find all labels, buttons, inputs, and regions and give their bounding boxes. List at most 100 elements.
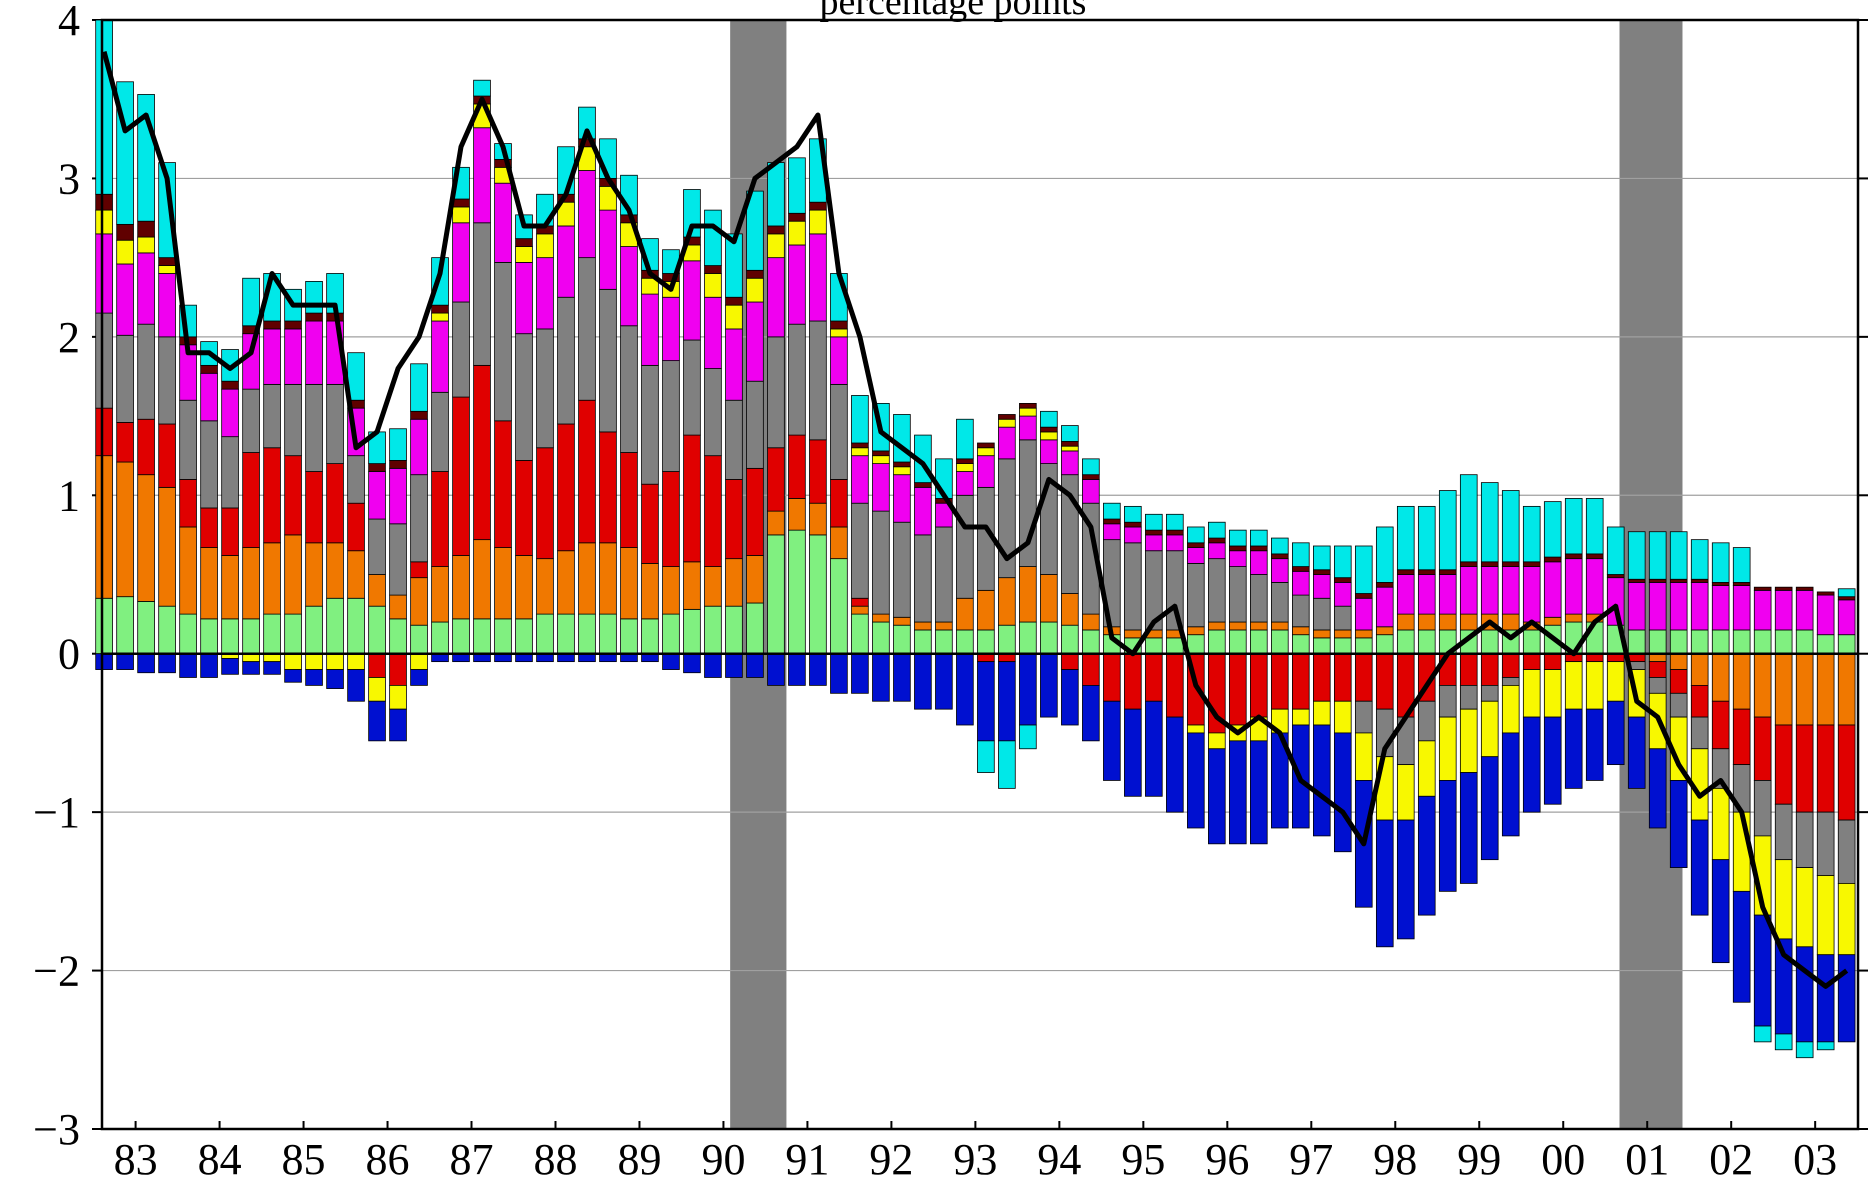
bar-segment — [956, 494, 974, 599]
bar-segment — [137, 252, 155, 325]
bar-segment — [1312, 637, 1331, 655]
bar-segment — [1606, 526, 1625, 575]
bar-segment — [1669, 531, 1688, 580]
bar-segment — [914, 621, 932, 631]
bar-segment — [1417, 569, 1436, 575]
bar-segment — [1124, 653, 1142, 710]
bar-segment — [389, 467, 407, 525]
bar-segment — [221, 507, 239, 556]
bar-segment — [368, 518, 386, 575]
bar-segment — [1312, 724, 1331, 837]
bar-segment — [431, 312, 449, 322]
bar-segment — [1019, 415, 1037, 441]
bar-segment — [452, 222, 470, 303]
bar-segment — [1837, 599, 1856, 636]
bar-segment — [1774, 586, 1793, 591]
bar-segment — [452, 301, 470, 398]
bar-segment — [1480, 482, 1499, 563]
bar-segment — [977, 455, 995, 488]
bar-segment — [956, 629, 974, 655]
bar-segment — [1753, 586, 1772, 591]
bar-segment — [683, 260, 701, 341]
bar-segment — [1208, 732, 1226, 750]
bar-segment — [242, 547, 260, 620]
x-tick-label: 95 — [1121, 1135, 1165, 1184]
bar-segment — [1354, 700, 1373, 734]
bar-segment — [1292, 634, 1310, 655]
bar-segment — [1061, 425, 1079, 442]
bar-segment — [809, 233, 827, 322]
bar-segment — [620, 246, 638, 327]
bar-segment — [935, 526, 953, 623]
bar-segment — [1837, 596, 1856, 601]
bar-segment — [305, 542, 323, 607]
bar-segment — [1648, 531, 1667, 580]
bar-segment — [1271, 621, 1289, 631]
bar-segment — [263, 542, 281, 615]
bar-segment — [935, 621, 953, 631]
bar-segment — [1543, 716, 1562, 805]
bar-segment — [746, 653, 764, 678]
bar-segment — [452, 206, 470, 224]
bar-segment — [830, 383, 848, 480]
bar-segment — [557, 296, 575, 425]
bar-segment — [1040, 426, 1058, 433]
bar-segment — [137, 601, 155, 655]
bar-segment — [1564, 553, 1583, 560]
bar-segment — [326, 463, 344, 544]
bar-segment — [872, 653, 890, 702]
bar-segment — [1082, 653, 1100, 686]
bar-segment — [1795, 724, 1814, 813]
bar-segment — [1480, 756, 1499, 861]
bar-segment — [1208, 537, 1226, 544]
bar-segment — [1711, 653, 1730, 702]
bar-segment — [683, 653, 701, 674]
bar-segment — [851, 597, 869, 607]
bar-segment — [305, 669, 323, 686]
bar-segment — [578, 170, 596, 259]
bar-segment — [1501, 490, 1520, 563]
bar-segment — [1166, 716, 1184, 813]
bar-segment — [1145, 534, 1163, 552]
x-tick-label: 90 — [701, 1135, 745, 1184]
bar-segment — [1606, 700, 1625, 766]
plot-frame — [100, 18, 1860, 1131]
bar-segment — [851, 395, 869, 444]
bar-segment — [431, 391, 449, 472]
bar-segment — [1082, 479, 1100, 504]
bar-segment — [1166, 653, 1184, 718]
bar-segment — [1816, 591, 1835, 596]
bar-segment — [1816, 875, 1835, 956]
bar-segment — [1333, 629, 1352, 639]
bar-segment — [1208, 558, 1226, 623]
bar-segment — [1019, 402, 1037, 409]
bar-segment — [116, 596, 134, 655]
bar-segment — [830, 653, 848, 694]
x-tick-label: 91 — [785, 1135, 829, 1184]
bar-segment — [1417, 795, 1436, 916]
bar-segment — [641, 483, 659, 564]
bar-segment — [284, 653, 302, 670]
total-line — [101, 51, 1849, 989]
bar-segment — [1417, 574, 1436, 615]
bar-segment — [1250, 574, 1268, 623]
bar-segment — [1648, 661, 1667, 678]
bar-segment — [1396, 764, 1415, 821]
bar-segment — [1417, 505, 1436, 571]
bar-segment — [1438, 613, 1457, 631]
bar-segment — [515, 261, 533, 335]
bar-segment — [284, 534, 302, 615]
bar-segment — [641, 563, 659, 620]
bar-segment — [1501, 613, 1520, 631]
bar-segment — [809, 502, 827, 536]
bar-segment — [1501, 561, 1520, 567]
bar-segment — [200, 420, 218, 509]
bar-segment — [893, 521, 911, 618]
bar-segment — [1753, 629, 1772, 655]
bar-segment — [746, 380, 764, 469]
bar-segment — [1732, 708, 1751, 766]
bar-segment — [1333, 605, 1352, 631]
bar-segment — [410, 561, 428, 579]
bar-segment — [1690, 582, 1709, 631]
bar-segment — [158, 486, 176, 607]
